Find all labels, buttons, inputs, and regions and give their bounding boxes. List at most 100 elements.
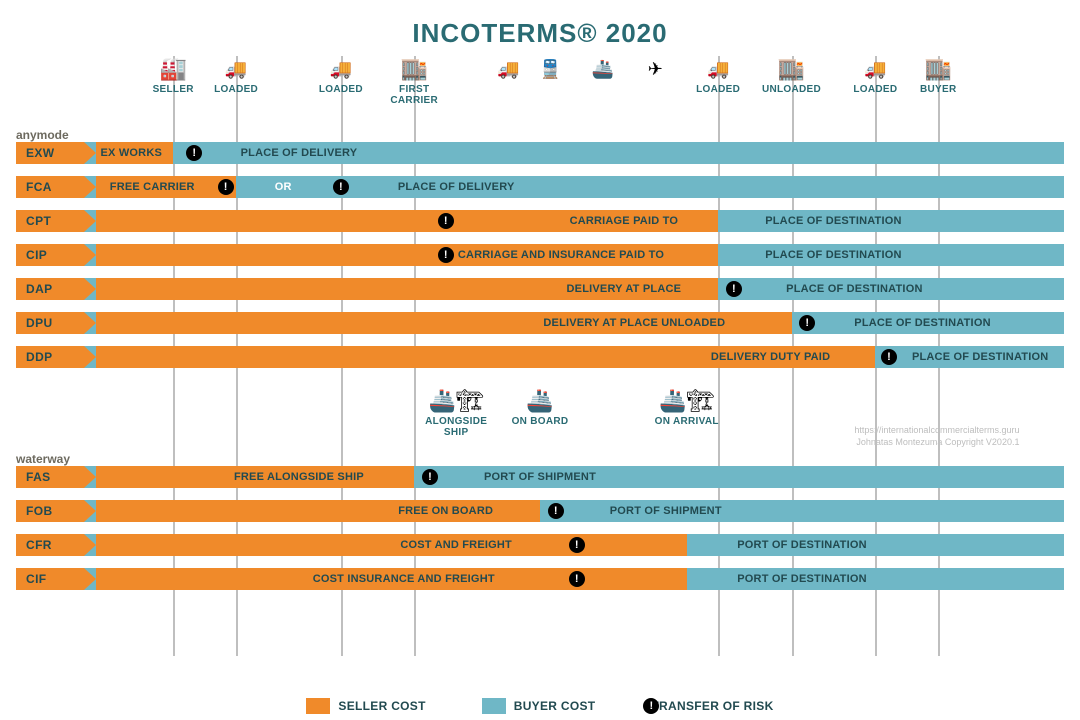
term-bar-cif: CIFCOST INSURANCE AND FREIGHTPORT OF DES… (16, 568, 1064, 590)
icon-label: ON BOARD (505, 416, 575, 427)
icon-label: FIRST CARRIER (379, 84, 449, 106)
bar-label: COST INSURANCE AND FREIGHT (313, 568, 495, 590)
chevron-icon (84, 278, 96, 300)
arrival-ship-icon-glyph: 🚢🏗 (652, 388, 722, 414)
onboard-ship-icon: 🚢ON BOARD (505, 388, 575, 427)
icon-label: BUYER (903, 84, 973, 95)
term-bar-cpt: CPT CARRIAGE PAID TO PLACE OF DESTINATION! (16, 210, 1064, 232)
bar-label: COST AND FREIGHT (400, 534, 512, 556)
bar-label: PORT OF DESTINATION (737, 568, 866, 590)
risk-marker-icon: ! (422, 469, 438, 485)
chevron-icon (84, 312, 96, 334)
term-code: CFR (26, 534, 52, 556)
page-title: INCOTERMS® 2020 (0, 0, 1080, 49)
bars-anymode: EXWEX WORKSPLACE OF DELIVERY!FCAFREE CAR… (16, 142, 1064, 380)
term-code: DAP (26, 278, 53, 300)
legend: SELLER COST BUYER COST ! TRANSFER OF RIS… (0, 698, 1080, 714)
term-bar-ddp: DDP DELIVERY DUTY PAID PLACE OF DESTINATIO… (16, 346, 1064, 368)
bar-label: EX WORKS (101, 142, 163, 164)
bar-label: FREE ON BOARD (398, 500, 493, 522)
bar-label: PORT OF DESTINATION (737, 534, 866, 556)
plane-icon: ✈ (620, 56, 690, 82)
plane-icon-glyph: ✈ (620, 56, 690, 82)
risk-marker-icon: ! (569, 537, 585, 553)
icon-label: ALONGSIDE SHIP (421, 416, 491, 438)
term-code: CPT (26, 210, 51, 232)
bar-label: CARRIAGE PAID TO (570, 210, 679, 232)
chevron-icon (84, 210, 96, 232)
alongside-ship-icon-glyph: 🚢🏗 (421, 388, 491, 414)
risk-marker-icon: ! (548, 503, 564, 519)
warehouse-icon: 🏬UNLOADED (757, 56, 827, 95)
bar-label: DELIVERY AT PLACE UNLOADED (543, 312, 725, 334)
icon-label: LOADED (683, 84, 753, 95)
risk-marker-icon: ! (333, 179, 349, 195)
legend-buyer: BUYER COST (482, 698, 596, 714)
bar-label: CARRIAGE AND INSURANCE PAID TO (458, 244, 664, 266)
store-icon-glyph: 🏬 (903, 56, 973, 82)
seller-swatch (306, 698, 330, 714)
bar-label: PLACE OF DELIVERY (241, 142, 358, 164)
chevron-icon (84, 466, 96, 488)
legend-seller-label: SELLER COST (338, 699, 425, 713)
truck-icon: 🚚 LOADED (683, 56, 753, 95)
factory-icon-glyph: 🏭 (138, 56, 208, 82)
bar-label: PLACE OF DESTINATION (765, 210, 901, 232)
term-bar-cip: CIP CARRIAGE AND INSURANCE PAID TO PLACE O… (16, 244, 1064, 266)
bars-waterway: FASFREE ALONGSIDE SHIPPORT OF SHIPMENT!F… (16, 466, 1064, 602)
factory-icon: 🏭 SELLER (138, 56, 208, 95)
legend-risk-label: TRANSFER OF RISK (651, 699, 773, 713)
risk-marker-icon: ! (881, 349, 897, 365)
truck-icon-glyph: 🚚 (306, 56, 376, 82)
term-bar-dpu: DPUDELIVERY AT PLACE UNLOADEDPLACE OF DE… (16, 312, 1064, 334)
risk-marker-icon: ! (438, 247, 454, 263)
bar-label: DELIVERY AT PLACE (567, 278, 682, 300)
chevron-icon (84, 176, 96, 198)
icon-label: UNLOADED (757, 84, 827, 95)
risk-marker-icon: ! (186, 145, 202, 161)
bar-label: PLACE OF DESTINATION (765, 244, 901, 266)
truck-icon-glyph: 🚚 (683, 56, 753, 82)
term-code: FAS (26, 466, 51, 488)
term-code: DDP (26, 346, 53, 368)
chevron-icon (84, 346, 96, 368)
term-bar-fca: FCAFREE CARRIERORPLACE OF DELIVERY!! (16, 176, 1064, 198)
bar-label: FREE ALONGSIDE SHIP (234, 466, 364, 488)
icon-label: LOADED (306, 84, 376, 95)
term-bar-exw: EXWEX WORKSPLACE OF DELIVERY! (16, 142, 1064, 164)
term-code: FOB (26, 500, 53, 522)
chevron-icon (84, 500, 96, 522)
risk-marker-icon: ! (438, 213, 454, 229)
risk-marker-icon: ! (726, 281, 742, 297)
buyer-segment (236, 176, 1064, 198)
icon-label: SELLER (138, 84, 208, 95)
bar-label: PLACE OF DESTINATION (854, 312, 990, 334)
bar-label: DELIVERY DUTY PAID (711, 346, 830, 368)
bar-label: PORT OF SHIPMENT (484, 466, 596, 488)
icon-row: 🏭SELLER🚚LOADED🚚LOADED🏬FIRST CARRIER🚚🚆🚢✈🚚… (16, 56, 1064, 120)
term-bar-cfr: CFR COST AND FREIGHT PORT OF DESTINATION! (16, 534, 1064, 556)
bar-label: PLACE OF DESTINATION (786, 278, 922, 300)
bar-label: PLACE OF DESTINATION (912, 346, 1048, 368)
icon-label: LOADED (201, 84, 271, 95)
risk-marker-icon: ! (218, 179, 234, 195)
truck-icon: 🚚LOADED (201, 56, 271, 95)
legend-buyer-label: BUYER COST (514, 699, 596, 713)
term-bar-fob: FOBFREE ON BOARDPORT OF SHIPMENT! (16, 500, 1064, 522)
truck-icon: 🚚LOADED (840, 56, 910, 95)
term-bar-fas: FAS FREE ALONGSIDE SHIP PORT OF SHIPMENT! (16, 466, 1064, 488)
term-code: FCA (26, 176, 52, 198)
icon-row: 🚢🏗ALONGSIDE SHIP🚢ON BOARD🚢🏗ON ARRIVAL (16, 388, 1064, 452)
chart-area: 🏭SELLER🚚LOADED🚚LOADED🏬FIRST CARRIER🚚🚆🚢✈🚚… (16, 56, 1064, 680)
term-bar-dap: DAP DELIVERY AT PLACE PLACE OF DESTINATION… (16, 278, 1064, 300)
chevron-icon (84, 142, 96, 164)
alongside-ship-icon: 🚢🏗ALONGSIDE SHIP (421, 388, 491, 438)
risk-marker-icon: ! (799, 315, 815, 331)
bar-label: OR (275, 176, 292, 198)
store-icon: 🏬 BUYER (903, 56, 973, 95)
chevron-icon (84, 244, 96, 266)
buyer-swatch (482, 698, 506, 714)
term-code: CIP (26, 244, 47, 266)
truck-icon-glyph: 🚚 (840, 56, 910, 82)
risk-swatch: ! (643, 698, 659, 714)
